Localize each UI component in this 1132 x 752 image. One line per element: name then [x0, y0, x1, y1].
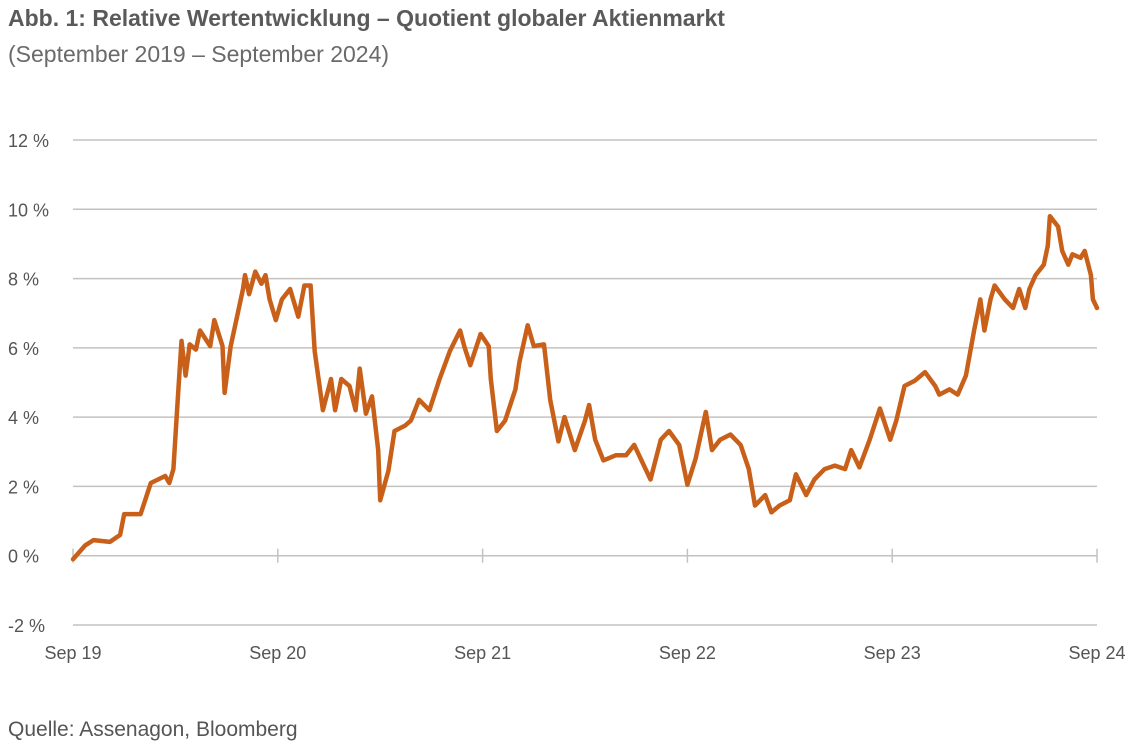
x-tick-label: Sep 24 [1068, 643, 1125, 663]
y-tick-label: 6 % [8, 339, 39, 359]
x-tick-label: Sep 20 [249, 643, 306, 663]
y-tick-label: 10 % [8, 200, 49, 220]
series-line [70, 213, 1100, 562]
x-tick-label: Sep 22 [659, 643, 716, 663]
gridlines [73, 139, 1097, 626]
y-axis-ticks: 12 % 10 % 8 % 6 % 4 % 2 % 0 % -2 % [8, 131, 49, 636]
y-tick-label: 2 % [8, 477, 39, 497]
y-tick-label: 0 % [8, 547, 39, 567]
x-axis-ticks: Sep 19 Sep 20 Sep 21 Sep 22 Sep 23 Sep 24 [44, 548, 1126, 663]
x-tick-label: Sep 21 [454, 643, 511, 663]
x-tick-label: Sep 23 [864, 643, 921, 663]
x-tick-label: Sep 19 [44, 643, 101, 663]
chart-subtitle: (September 2019 – September 2024) [8, 41, 390, 67]
y-tick-label: 8 % [8, 270, 39, 290]
y-tick-label: 4 % [8, 408, 39, 428]
y-tick-label: 12 % [8, 131, 49, 151]
y-tick-label: -2 % [8, 616, 45, 636]
chart-title: Abb. 1: Relative Wertentwicklung – Quoti… [8, 5, 725, 31]
series-lines [70, 213, 1100, 562]
source-note: Quelle: Assenagon, Bloomberg [8, 718, 298, 741]
